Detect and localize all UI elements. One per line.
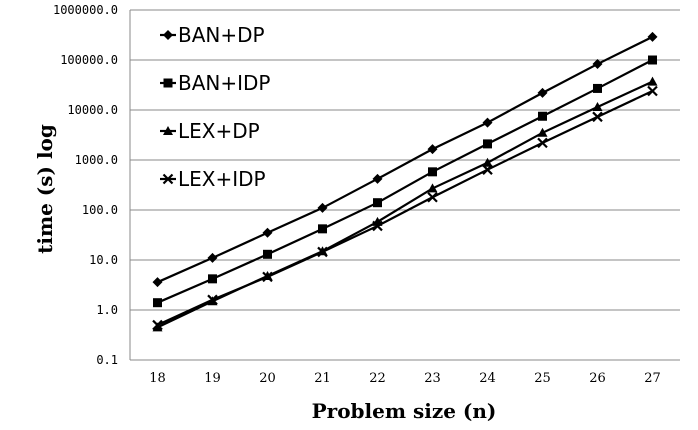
data-point [593,83,602,93]
series-lex-idp [152,85,658,331]
y-tick-label: 1000000.0 [53,3,118,17]
y-tick-label: 100000.0 [60,53,118,67]
y-tick-label: 0.1 [96,353,118,367]
x-axis-tick-labels: 18 19 20 21 22 23 24 25 26 27 [149,371,661,386]
series-line [157,89,653,327]
legend-label: BAN+IDP [178,71,270,95]
data-point [262,271,273,283]
series-ban-idp [153,55,657,308]
data-point [152,277,163,288]
data-point [428,167,437,177]
x-tick-label: 19 [204,371,221,386]
data-point [153,298,162,308]
data-point [163,78,173,88]
data-point [163,126,173,135]
x-tick-label: 23 [424,371,441,386]
data-point [207,252,218,263]
data-point [483,139,492,149]
data-point [647,31,658,42]
legend-label: BAN+DP [178,23,265,47]
data-point [317,202,328,213]
data-point [152,319,163,331]
legend-label: LEX+DP [178,119,260,143]
data-point [163,30,173,40]
x-tick-label: 22 [369,371,386,386]
data-point [162,173,174,185]
data-point [317,246,328,258]
x-tick-label: 20 [259,371,276,386]
data-point [537,137,548,149]
x-tick-label: 25 [534,371,551,386]
legend-entry: LEX+IDP [160,167,266,191]
data-point [647,76,658,86]
data-point [263,249,272,259]
data-series [152,31,658,332]
series-line [157,35,653,284]
grid-lines [129,9,680,361]
data-point [262,227,273,238]
data-point [318,224,327,234]
data-point [537,87,548,98]
legend-label: LEX+IDP [178,167,266,191]
data-point [537,127,548,137]
y-tick-label: 10000.0 [67,103,118,117]
data-point [592,111,603,123]
data-point [482,117,493,128]
data-point [482,164,493,175]
y-tick-label: 1000.0 [75,153,118,167]
x-tick-label: 24 [479,371,496,386]
legend-entry: BAN+IDP [160,71,270,95]
data-point [427,183,438,193]
data-point [592,59,603,70]
data-point [208,274,217,284]
series-ban-dp [152,31,658,288]
data-point [427,144,438,155]
y-tick-label: 100.0 [82,203,118,217]
data-point [427,191,438,203]
y-axis-tick-labels: 1000000.0 100000.0 10000.0 1000.0 100.0 10.0 1… [53,3,118,367]
y-tick-label: 1.0 [96,303,118,317]
data-point [648,55,657,65]
data-point [482,157,493,167]
series-line [157,59,654,304]
x-tick-label: 26 [589,371,606,386]
data-point [372,173,383,184]
legend-entry: BAN+DP [160,23,265,47]
x-tick-label: 21 [314,371,331,386]
x-axis-title: Problem size (n) [312,399,497,423]
x-tick-label: 27 [644,371,661,386]
data-point [647,85,658,97]
data-point [538,111,547,121]
data-point [207,294,218,306]
legend: BAN+DP BAN+IDP LEX+DP LEX+IDP [160,23,270,191]
data-point [373,198,382,208]
y-tick-label: 10.0 [89,253,118,267]
data-point [372,220,383,232]
y-axis-title: time (s) log [33,124,57,254]
legend-entry: LEX+DP [160,119,260,143]
x-tick-label: 18 [149,371,166,386]
data-point [592,101,603,111]
